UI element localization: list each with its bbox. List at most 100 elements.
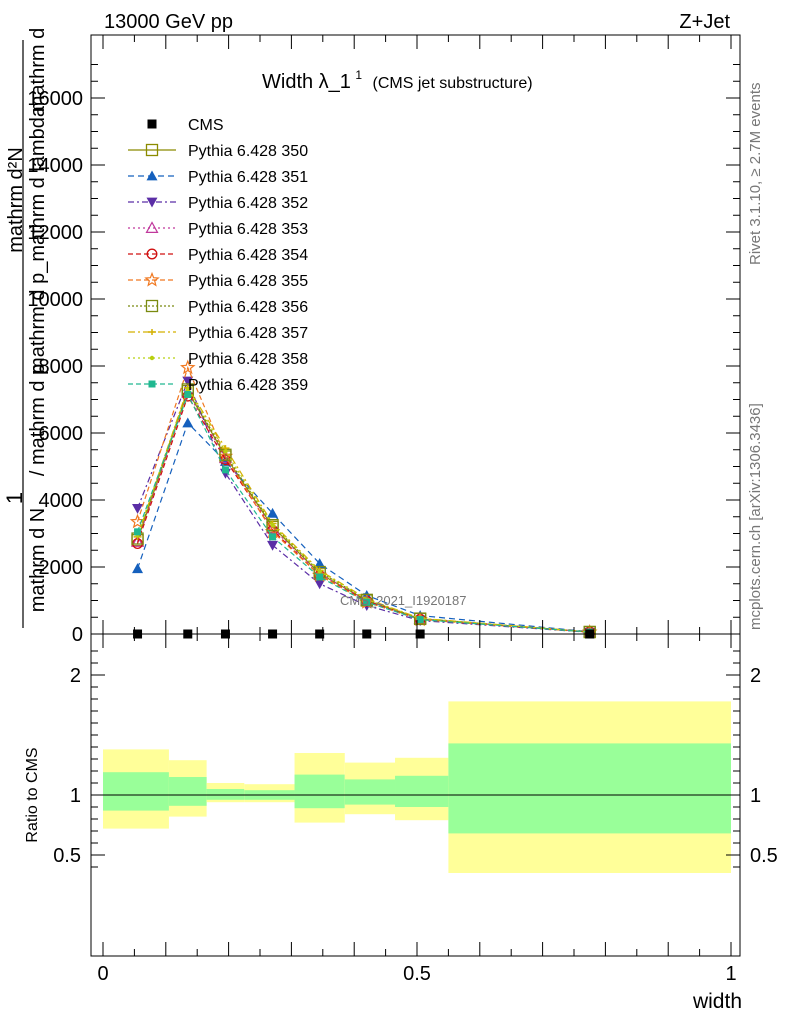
legend-marker [146,170,158,181]
series-line-2 [136,379,590,633]
y-tick-label: 4000 [39,490,84,512]
main-y-ticks: 0 2000 4000 6000 8000 10000 12000 14000 16000 [27,64,740,646]
plot-title: Width λ_1 1 (CMS jet substructure) [262,66,533,93]
ylabel-prefix: 1 [2,492,27,504]
ratio-panel: 0.5 0.51 12 2 0 0.5 1 Ratio to CMS [24,35,778,985]
ratio-tick-label-right: 0.5 [750,845,778,867]
ratio-tick-label-right: 2 [750,665,761,687]
legend-marker-cms [147,119,157,129]
plot-title-sub: (CMS jet substructure) [373,75,533,92]
ylabel-bottom-b: / mathrm d p [27,364,49,476]
legend-marker [145,143,159,157]
series-point [182,376,194,387]
legend-label: Pythia 6.428 353 [188,221,308,238]
ylabel-extra: mathrm d [27,28,49,112]
legend-label: Pythia 6.428 351 [188,169,308,186]
plot-title-main: Width λ_1 [262,71,351,93]
legend-marker [144,271,160,287]
ratio-band-inner [206,789,245,800]
legend-marker [148,380,156,388]
ratio-band-inner [395,775,449,807]
series-point [184,390,192,398]
y-tick-label: 6000 [39,423,84,445]
series-point [314,579,326,590]
main-y-axis-label: 1 mathrm d²N mathrm d mathrm d N / mathr… [2,28,49,628]
legend-label: Pythia 6.428 356 [188,299,308,316]
y-tick-label: 14000 [27,155,83,177]
ratio-band-inner [103,772,169,811]
series-point [266,518,279,532]
y-tick-label: 8000 [39,356,84,378]
legend-label: Pythia 6.428 359 [188,377,308,394]
ratio-band-inner [294,774,345,809]
series-point [223,449,228,454]
series-line-3 [136,391,590,633]
legend-label: Pythia 6.428 352 [188,195,308,212]
series-point [267,507,279,518]
series-line-9 [136,392,590,633]
series-point [269,533,277,541]
ratio-tick-label-right: 1 [750,785,761,807]
ratio-y-ticks: 0.5 0.5 1 1 2 2 [53,650,778,868]
series-line-8 [136,387,590,633]
y-tick-label: 2000 [39,557,84,579]
legend-marker [149,355,155,361]
legend-label: Pythia 6.428 354 [188,247,308,264]
main-series-layer [129,359,598,639]
series-point [221,466,229,474]
analysis-watermark: CMS_2021_I1920187 [340,593,467,608]
side-mcplots-label: mcplots.cern.ch [arXiv:1306.3436] [747,403,764,630]
legend-label: Pythia 6.428 355 [188,273,308,290]
ratio-tick-label: 1 [70,785,81,807]
series-point [132,503,144,514]
series-point [316,573,324,581]
series-point [314,558,326,569]
legend-label: Pythia 6.428 350 [188,143,308,160]
legend-label: Pythia 6.428 358 [188,351,308,368]
x-axis-label: width [692,990,742,1013]
y-tick-label: 10000 [27,289,83,311]
ylabel-top: mathrm d²N [5,147,27,253]
ratio-band-inner [168,777,207,806]
series-point [416,616,424,624]
ratio-tick-label: 2 [70,665,81,687]
series-line-1 [136,421,590,633]
x-ticks: 0 0.5 1 [97,35,737,985]
y-tick-label: 0 [72,624,83,646]
legend-marker [145,299,159,313]
series-point [180,359,196,375]
series-point [185,387,190,392]
main-panel: 0 2000 4000 6000 8000 10000 12000 14000 16000 CM… [27,34,741,646]
header-energy-label: 13000 GeV pp [104,11,233,33]
legend: CMS Pythia 6.428 350 Pythia 6.428 351 Pythi… [128,117,308,394]
series-point [134,528,142,536]
series-point [270,522,275,528]
y-tick-label: 12000 [27,222,83,244]
series-line-7 [136,386,590,633]
series-point [363,598,371,606]
ratio-tick-label: 0.5 [53,845,81,867]
legend-marker [145,221,159,233]
x-tick-label: 0.5 [403,963,431,985]
legend-label: Pythia 6.428 357 [188,325,308,342]
series-point [182,417,194,428]
x-tick-label: 0 [97,963,108,985]
legend-marker [146,248,158,260]
header-process-label: Z+Jet [679,11,730,33]
series-point [132,563,144,574]
y-tick-label: 16000 [27,88,83,110]
series-point [131,535,145,547]
legend-label-cms: CMS [188,117,224,134]
ylabel-bottom-c: mathrm d p_mathrm d lambda [27,105,49,374]
legend-marker [146,197,158,208]
ylabel-bottom-a: mathrm d N [27,508,49,612]
plot-title-sup: 1 [355,68,362,82]
legend-marker [148,329,156,335]
ratio-y-axis-label: Ratio to CMS [24,747,41,842]
series-point [317,569,322,574]
ratio-band-inner [344,779,396,805]
ratio-band-inner [448,743,731,834]
ratio-bands [103,701,731,873]
x-tick-label: 1 [725,963,736,985]
